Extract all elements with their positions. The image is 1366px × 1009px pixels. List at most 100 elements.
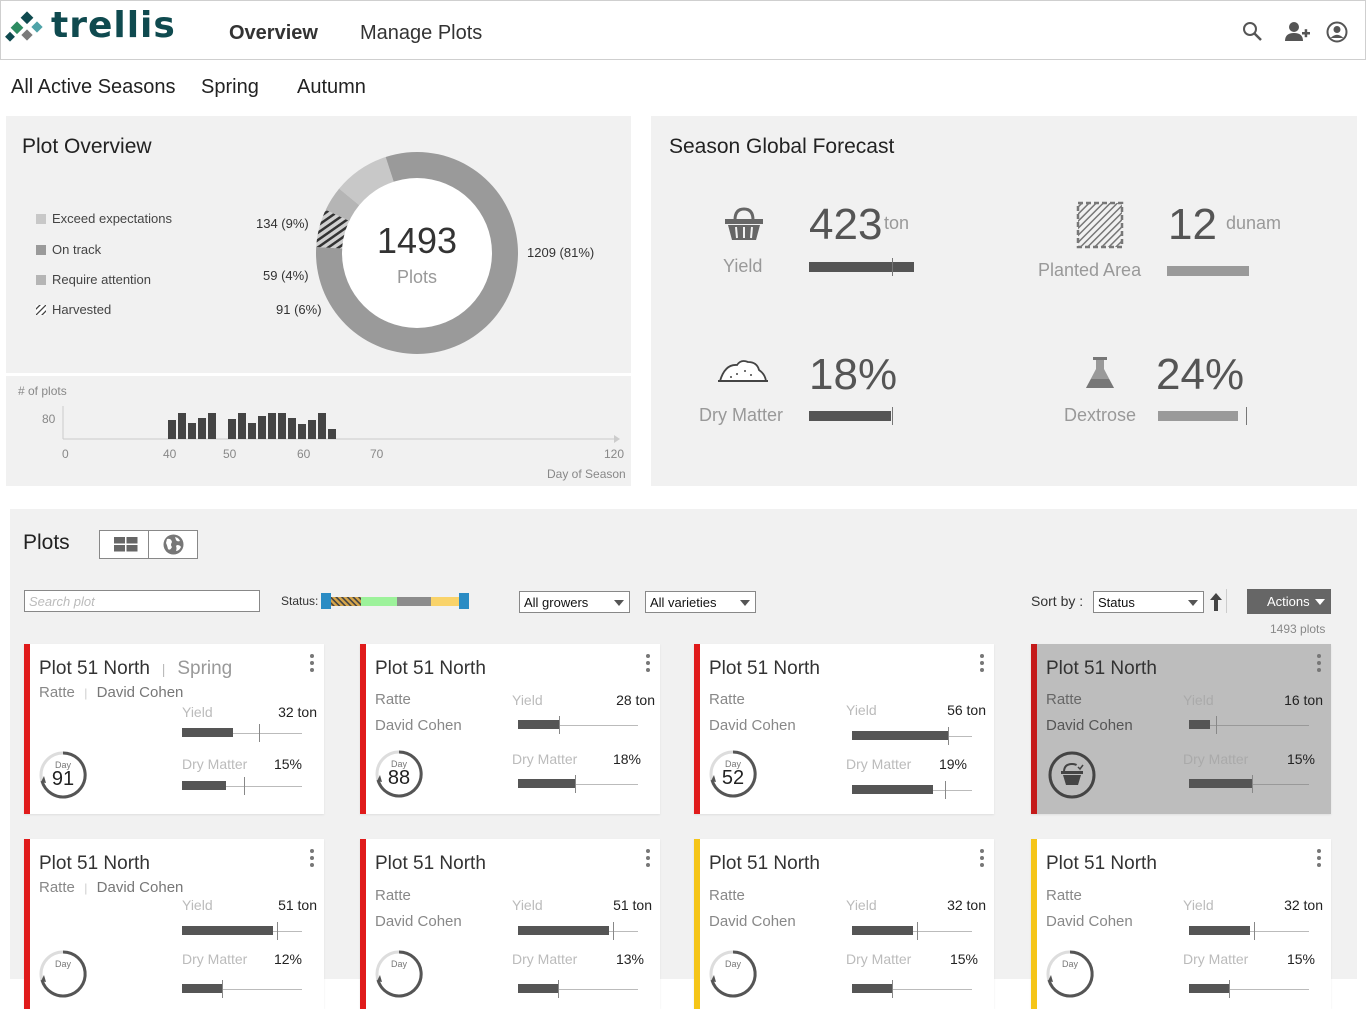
status-donut-chart xyxy=(316,152,518,354)
more-options-icon[interactable] xyxy=(980,849,984,869)
more-options-icon[interactable] xyxy=(310,654,314,674)
legend-label: On track xyxy=(52,242,102,257)
more-options-icon[interactable] xyxy=(310,849,314,869)
plot-title: Plot 51 North xyxy=(709,658,820,680)
dry-matter-fill xyxy=(518,984,558,993)
day-of-season-gauge xyxy=(709,950,757,998)
hist-ylabel: # of plots xyxy=(18,384,67,398)
plot-variety: Ratte xyxy=(709,691,745,708)
dry-matter-fill xyxy=(182,781,226,790)
dry-matter-value: 18% xyxy=(809,350,898,399)
legend-label: Require attention xyxy=(52,272,152,287)
yield-unit: ton xyxy=(884,213,910,233)
plot-variety-grower: Ratte | David Cohen xyxy=(39,879,184,896)
yield-target-tick xyxy=(892,258,893,276)
season-tab-autumn[interactable]: Autumn xyxy=(297,76,366,98)
dry-matter-track xyxy=(518,784,638,785)
legend-on-track: On track xyxy=(36,242,101,257)
yield-value: 28 ton xyxy=(616,692,655,708)
season-tab-all[interactable]: All Active Seasons xyxy=(11,76,176,98)
plot-title: Plot 51 North xyxy=(375,658,486,680)
legend-swatch xyxy=(36,213,46,224)
more-options-icon[interactable] xyxy=(1317,849,1321,869)
more-options-icon[interactable] xyxy=(646,654,650,674)
status-handle-left[interactable] xyxy=(321,593,331,609)
add-user-icon[interactable] xyxy=(1284,21,1310,43)
on-track-value: 1209 (81%) xyxy=(527,245,595,260)
growers-select-value: All growers xyxy=(524,595,589,610)
dextrose-label: Dextrose xyxy=(1064,405,1137,425)
donut-center xyxy=(342,178,492,328)
yield-target-tick xyxy=(259,724,260,742)
harvested-basket-icon xyxy=(1048,751,1096,799)
yield-fill xyxy=(852,731,948,740)
plot-grower: David Cohen xyxy=(96,684,184,701)
plot-card[interactable]: Plot 51 North Ratte David Cohen Yield 28… xyxy=(360,644,660,814)
more-options-icon[interactable] xyxy=(980,654,984,674)
dry-matter-label: Dry Matter xyxy=(182,756,248,772)
plot-grower: David Cohen xyxy=(709,717,796,734)
more-options-icon[interactable] xyxy=(1317,654,1321,674)
season-tab-spring[interactable]: Spring xyxy=(201,76,259,98)
dry-matter-target-tick xyxy=(244,777,245,795)
yield-fill xyxy=(1189,926,1250,935)
chevron-down-icon xyxy=(614,600,624,606)
plot-card[interactable]: Plot 51 North | Spring Ratte | David Coh… xyxy=(24,644,324,814)
account-icon[interactable] xyxy=(1326,21,1348,43)
status-handle-right[interactable] xyxy=(459,593,469,609)
varieties-select[interactable]: All varieties xyxy=(645,591,756,613)
legend-swatch xyxy=(36,274,46,285)
trellis-logo-icon xyxy=(5,11,43,42)
plot-title: Plot 51 North xyxy=(709,853,820,875)
actions-button[interactable]: Actions xyxy=(1247,589,1331,614)
dry-matter-target-tick xyxy=(1252,775,1253,793)
dry-matter-target-tick xyxy=(222,980,223,998)
map-view-button[interactable] xyxy=(150,531,198,558)
grid-view-button[interactable] xyxy=(100,531,149,558)
search-icon[interactable] xyxy=(1242,21,1264,43)
dry-matter-value: 19% xyxy=(938,756,967,772)
nav-manage-plots[interactable]: Manage Plots xyxy=(360,22,483,44)
plot-card[interactable]: Plot 51 North Ratte | David Cohen Yield … xyxy=(24,839,324,1009)
status-stripe xyxy=(694,839,700,1009)
search-plot-input[interactable]: Search plot xyxy=(24,590,260,612)
plot-grower: David Cohen xyxy=(96,879,184,896)
dextrose-value: 24% xyxy=(1156,350,1245,399)
dry-matter-value: 18% xyxy=(612,751,641,767)
growers-select[interactable]: All growers xyxy=(519,591,630,613)
plot-card[interactable]: Plot 51 North Ratte David Cohen Yield 56… xyxy=(694,644,994,814)
sort-select[interactable]: Status xyxy=(1093,591,1204,613)
plot-title: Plot 51 North xyxy=(1046,658,1157,680)
yield-target-tick xyxy=(277,922,278,940)
legend-harvested: Harvested xyxy=(36,302,111,317)
logo-text[interactable]: trellis xyxy=(51,5,176,46)
day-label: Day xyxy=(724,759,741,769)
status-filter-bar[interactable] xyxy=(321,592,471,610)
plot-card[interactable]: Plot 51 North Ratte David Cohen Yield 16… xyxy=(1031,644,1331,814)
plot-variety: Ratte xyxy=(709,887,745,904)
dry-matter-value: 12% xyxy=(273,951,302,967)
divider xyxy=(1226,589,1227,613)
actions-label: Actions xyxy=(1267,594,1310,609)
dry-matter-fill xyxy=(1189,779,1252,788)
plot-card[interactable]: Plot 51 North Ratte David Cohen Yield 51… xyxy=(360,839,660,1009)
hist-xtick-40: 40 xyxy=(163,447,177,461)
plot-card[interactable]: Plot 51 North Ratte David Cohen Yield 32… xyxy=(694,839,994,1009)
hist-xtick-0: 0 xyxy=(62,447,69,461)
yield-value: 32 ton xyxy=(1284,897,1323,913)
days-histogram xyxy=(62,406,620,443)
nav-overview[interactable]: Overview xyxy=(229,22,318,44)
yield-label: Yield xyxy=(846,702,877,718)
dry-matter-fill xyxy=(852,984,892,993)
sort-direction-icon[interactable] xyxy=(1209,592,1223,612)
more-options-icon[interactable] xyxy=(646,849,650,869)
dry-matter-target-tick xyxy=(1229,980,1230,998)
yield-fill xyxy=(518,926,609,935)
plot-season: Spring xyxy=(177,658,233,679)
plot-card[interactable]: Plot 51 North Ratte David Cohen Yield 32… xyxy=(1031,839,1331,1009)
day-of-season-gauge xyxy=(39,751,87,799)
dextrose-bar xyxy=(1158,411,1238,421)
plot-variety-grower: Ratte | David Cohen xyxy=(39,684,184,701)
yield-target-tick xyxy=(613,922,614,940)
yield-value: 32 ton xyxy=(947,897,986,913)
